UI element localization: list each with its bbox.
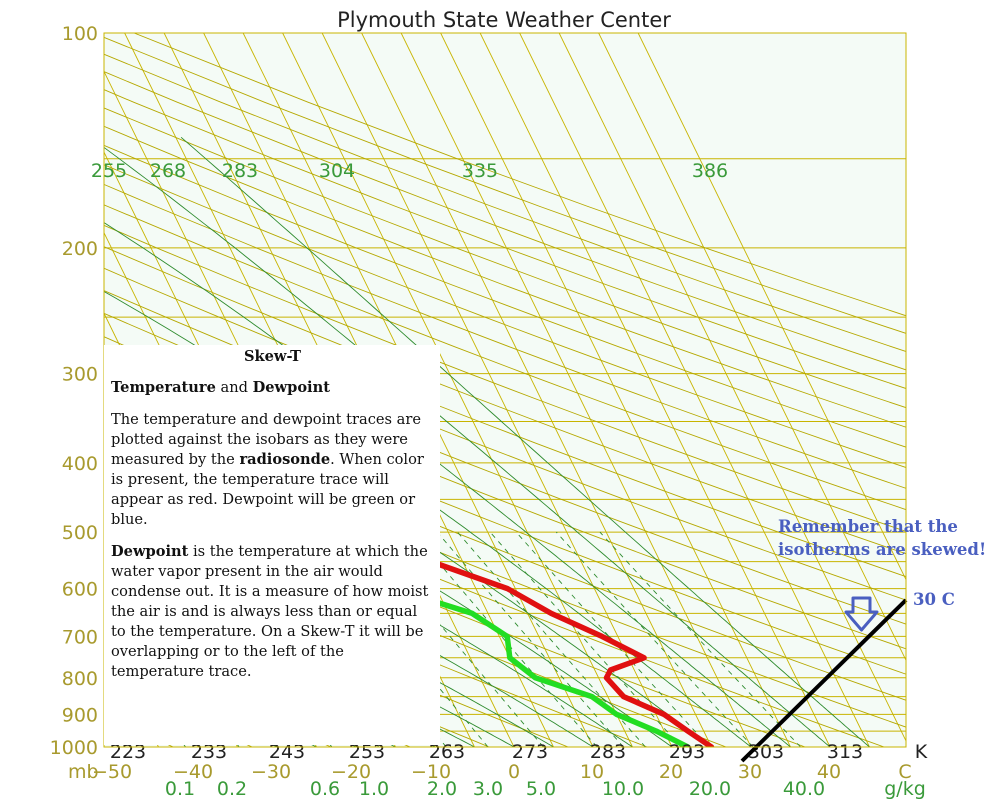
dry-adiabat-line [104, 36, 906, 334]
mixing-ratio-tick-label: 20.0 [689, 778, 731, 800]
isotherm-line [479, 33, 831, 747]
dry-adiabat-line [104, 107, 906, 409]
kelvin-tick-label: 293 [669, 741, 705, 763]
mixing-ratio-line [489, 531, 682, 747]
mixing-ratio-tick-label: 5.0 [526, 778, 556, 800]
mixing-ratio-line [515, 531, 710, 747]
pressure-label: 600 [62, 579, 98, 601]
info-paragraph-traces: The temperature and dewpoint traces are … [111, 410, 434, 530]
para1-text-b: . When color is present, the temperature… [111, 451, 424, 528]
isotherm-line [440, 33, 791, 747]
isotherm-line [598, 33, 906, 662]
dry-adiabat-line [104, 336, 906, 650]
temperature-tick-label: −30 [251, 761, 291, 783]
isotherm-30c-label: 30 C [913, 590, 955, 609]
temperature-tick-label: 30 [738, 761, 762, 783]
temperature-tick-label: −10 [411, 761, 451, 783]
mixing-ratio-tick-label: 10.0 [602, 778, 644, 800]
temperature-tick-label: −40 [173, 761, 213, 783]
skew-note: Remember that the isotherms are skewed! [778, 517, 987, 559]
theta-label: 304 [319, 160, 355, 182]
subtitle-and: and [215, 379, 253, 396]
kelvin-tick-label: K [915, 741, 928, 763]
mixing-ratio-line [555, 531, 754, 747]
dry-adiabat-line [104, 53, 906, 352]
theta-label: 283 [222, 160, 258, 182]
pressure-label: 1000 [50, 737, 98, 759]
dry-adiabat-line [104, 290, 906, 601]
info-box-title: Skew-T [244, 348, 301, 365]
pressure-label: 500 [62, 522, 98, 544]
mixing-ratio-line [599, 531, 801, 747]
theta-label: 255 [91, 160, 127, 182]
para1-radiosonde: radiosonde [239, 451, 331, 468]
isotherm-line [321, 33, 673, 747]
mixing-ratio-tick-label: 0.6 [310, 778, 340, 800]
dry-adiabat-line [104, 267, 906, 578]
mixing-ratio-tick-label: 0.2 [217, 778, 247, 800]
isotherm-line [282, 33, 633, 747]
pressure-label: 900 [62, 704, 98, 726]
mixing-ratio-tick-label: 0.1 [165, 778, 195, 800]
temperature-tick-label: C [898, 761, 911, 783]
dry-adiabat-line [104, 164, 906, 468]
para2-dewpoint: Dewpoint [111, 543, 189, 560]
mixing-ratio-line [457, 531, 646, 747]
dry-adiabat-line [104, 360, 906, 675]
dry-adiabat-line [104, 183, 906, 489]
isotherm-line [637, 33, 906, 581]
pressure-label: 100 [62, 23, 98, 45]
dry-adiabat-line [104, 204, 906, 511]
temperature-tick-label: 0 [508, 761, 520, 783]
mixing-ratio-tick-label: 3.0 [473, 778, 503, 800]
isotherm-line [400, 33, 752, 747]
pressure-label: 300 [62, 364, 98, 386]
pressure-label: 400 [62, 453, 98, 475]
kelvin-tick-label: 273 [512, 741, 548, 763]
pressure-label: 200 [62, 238, 98, 260]
info-box-subtitle: Temperature and Dewpoint [111, 378, 434, 398]
temperature-tick-label: 40 [817, 761, 841, 783]
pressure-label: 700 [62, 626, 98, 648]
dry-adiabat-line [104, 246, 906, 555]
isotherm-line [558, 33, 906, 742]
temperature-tick-label: 10 [580, 761, 604, 783]
temperature-tick-label: 20 [659, 761, 683, 783]
dry-adiabat-line [104, 224, 906, 532]
dry-adiabat-line [104, 125, 906, 428]
pressure-unit-label: mb [68, 761, 99, 783]
dry-adiabat-line [104, 89, 906, 390]
mixing-ratio-tick-label: 40.0 [783, 778, 825, 800]
chart-title: Plymouth State Weather Center [337, 8, 671, 32]
dry-adiabat-line [104, 71, 906, 371]
mixing-ratio-unit-label: g/kg [884, 778, 926, 800]
mixing-ratio-line [412, 531, 598, 747]
subtitle-dewpoint: Dewpoint [252, 379, 330, 396]
subtitle-temperature: Temperature [111, 379, 216, 396]
para2-text: is the temperature at which the water va… [111, 543, 429, 680]
theta-label: 335 [462, 160, 498, 182]
dry-adiabat-line [104, 312, 906, 625]
temperature-tick-label: −20 [331, 761, 371, 783]
info-paragraph-dewpoint: Dewpoint is the temperature at which the… [111, 542, 434, 682]
dry-adiabat-line [104, 144, 906, 448]
temperature-tick-label: −50 [92, 761, 132, 783]
isotherm-line [519, 33, 870, 747]
mixing-ratio-tick-label: 2.0 [427, 778, 457, 800]
para1-text-a: The temperature and dewpoint traces are … [111, 411, 421, 468]
kelvin-tick-label: 283 [590, 741, 626, 763]
kelvin-tick-label: 313 [827, 741, 863, 763]
theta-label: 268 [150, 160, 186, 182]
isotherm-line [361, 33, 712, 747]
annotation-isotherm-line [740, 598, 908, 763]
info-box: Skew-T Temperature and Dewpoint The temp… [104, 345, 440, 745]
theta-label: 386 [692, 160, 728, 182]
dry-adiabat-line [104, 410, 906, 728]
dry-adiabat-line [104, 384, 906, 701]
pressure-label: 800 [62, 668, 98, 690]
down-arrow-icon [844, 596, 879, 632]
mixing-ratio-tick-label: 1.0 [359, 778, 389, 800]
